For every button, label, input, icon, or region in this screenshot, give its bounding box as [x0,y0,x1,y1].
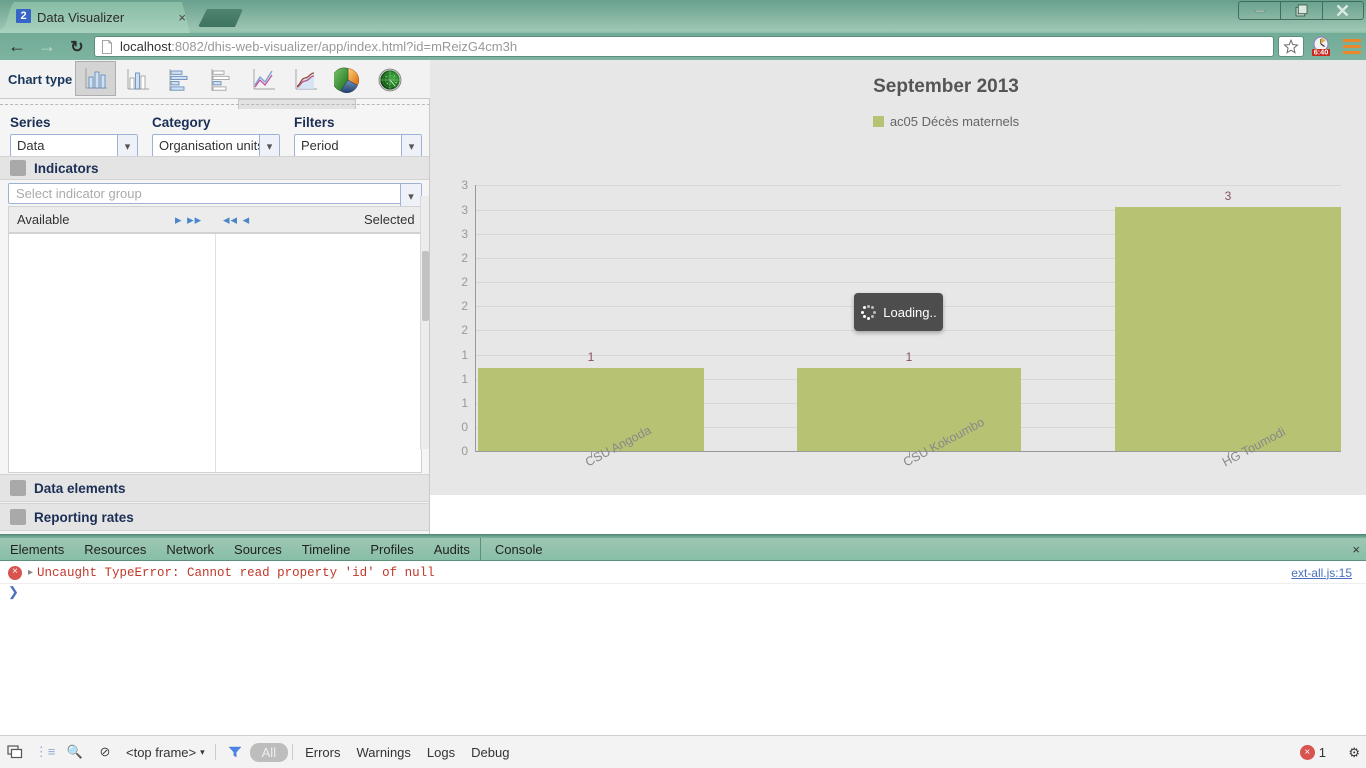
svg-text:6:40: 6:40 [1314,48,1329,56]
